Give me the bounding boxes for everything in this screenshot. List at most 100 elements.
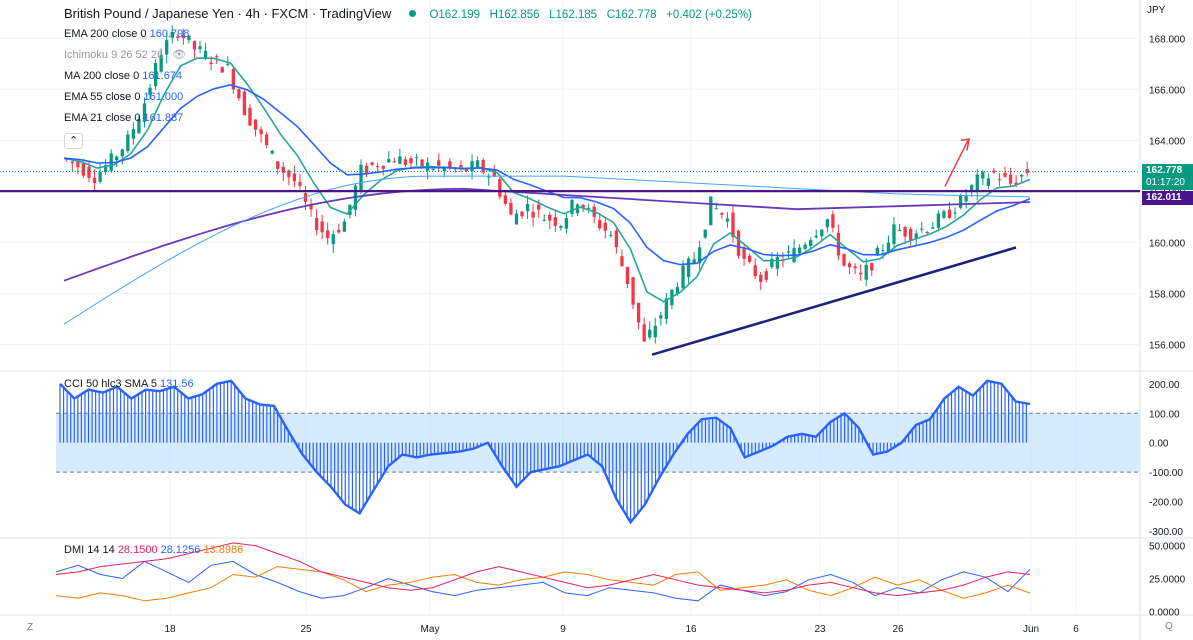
candle: [203, 42, 208, 60]
candle-body: [337, 229, 341, 233]
candle: [370, 161, 374, 167]
candle: [326, 222, 330, 245]
market-status-icon: [408, 10, 416, 17]
candle: [725, 212, 730, 228]
dmi-tick-label: 50.0000: [1149, 542, 1186, 553]
cci-tick-label: -100.00: [1149, 468, 1183, 479]
candle: [153, 58, 158, 90]
legend-value: 161.000: [143, 91, 184, 103]
candle-body: [248, 107, 252, 126]
candle-body: [342, 221, 347, 232]
candle: [70, 160, 74, 172]
candle: [1025, 161, 1029, 177]
candle: [314, 209, 319, 236]
ohlc-open: O162.199: [429, 9, 480, 21]
legend-label: Ichimoku 9 26 52 26: [64, 49, 164, 61]
legend-ema21[interactable]: EMA 21 close 0 161.887: [64, 108, 189, 129]
symbol-name[interactable]: British Pound / Japanese Yen: [64, 6, 234, 21]
timezone-icon[interactable]: Z: [27, 622, 34, 633]
candle-body: [581, 204, 585, 209]
candle: [842, 253, 846, 267]
legend-label: EMA 200 close 0: [64, 28, 147, 40]
candle: [248, 104, 252, 127]
candle-body: [548, 214, 552, 221]
candle-body: [653, 325, 657, 338]
candle-body: [364, 165, 369, 174]
candle: [242, 90, 247, 116]
candle-body: [964, 196, 968, 202]
candle-body: [503, 195, 508, 204]
legend-ichimoku[interactable]: Ichimoku 9 26 52 26 👁︎: [64, 45, 189, 66]
candle-body: [403, 159, 408, 165]
candle: [376, 162, 380, 172]
candle-body: [614, 230, 619, 248]
candle-body: [264, 134, 269, 146]
dmi-label: DMI 14 14: [64, 544, 115, 556]
candle: [953, 207, 957, 219]
candle-body: [631, 277, 635, 305]
candle-body: [176, 36, 180, 38]
candle: [753, 258, 757, 280]
candle-body: [847, 263, 852, 268]
candle-body: [148, 87, 152, 96]
cci-tick-label: 100.00: [1149, 409, 1180, 420]
price-tick-label: 160.000: [1149, 238, 1186, 249]
candle: [897, 223, 902, 231]
candle-body: [303, 193, 308, 202]
candle-body: [609, 234, 613, 236]
candle: [1003, 166, 1007, 178]
candle-body: [542, 219, 546, 221]
candle: [592, 203, 596, 224]
candle: [337, 223, 341, 234]
legend-label: MA 200 close 0: [64, 70, 140, 82]
candle: [126, 130, 130, 154]
cci-tick-label: 0.00: [1149, 439, 1169, 450]
candle-body: [564, 218, 569, 229]
candle: [681, 260, 685, 291]
eye-off-icon[interactable]: 👁︎: [172, 49, 187, 61]
candle-body: [625, 266, 630, 284]
candle-body: [159, 55, 163, 72]
candle: [853, 263, 857, 275]
zoom-icon[interactable]: Q: [1165, 621, 1173, 632]
candle-body: [747, 255, 752, 262]
candle: [253, 119, 258, 137]
candle: [92, 169, 97, 192]
candle: [736, 229, 741, 259]
legend-ema55[interactable]: EMA 55 close 0 161.000: [64, 87, 189, 108]
cci-legend[interactable]: CCI 50 hlc3 SMA 5 131.56: [64, 378, 194, 390]
candle-body: [192, 41, 197, 50]
legend-ema200[interactable]: EMA 200 close 0 160.798: [64, 24, 189, 45]
candle-body: [142, 103, 147, 122]
candle: [692, 251, 696, 265]
legend-collapse[interactable]: ⌃: [64, 131, 189, 152]
candle-body: [753, 265, 757, 277]
candle: [1020, 174, 1024, 184]
candle-body: [170, 31, 174, 38]
legend-ma200[interactable]: MA 200 close 0 161.674: [64, 66, 189, 87]
candle: [309, 198, 313, 217]
candle-body: [153, 62, 158, 86]
candle-body: [770, 258, 774, 268]
candle-body: [237, 89, 241, 99]
candle-body: [698, 247, 702, 264]
candle-body: [709, 196, 713, 226]
candle-body: [259, 129, 263, 135]
candle-body: [292, 173, 297, 182]
interval[interactable]: 4h: [245, 6, 260, 21]
time-tick-label: 9: [560, 624, 566, 635]
candle: [137, 115, 141, 134]
candle-body: [103, 165, 108, 173]
chevron-up-icon[interactable]: ⌃: [64, 133, 84, 149]
candle-body: [226, 63, 230, 65]
cci-tick-label: 200.00: [1149, 380, 1180, 391]
candle-body: [70, 161, 74, 164]
candle-body: [359, 164, 363, 191]
dmi-legend[interactable]: DMI 14 14 28.1500 28.1256 13.8986: [64, 544, 243, 556]
candle: [392, 157, 396, 163]
cci-tick-label: -300.00: [1149, 527, 1183, 538]
candle-body: [786, 251, 791, 253]
candle-body: [903, 226, 907, 237]
time-tick-label: 6: [1073, 624, 1079, 635]
